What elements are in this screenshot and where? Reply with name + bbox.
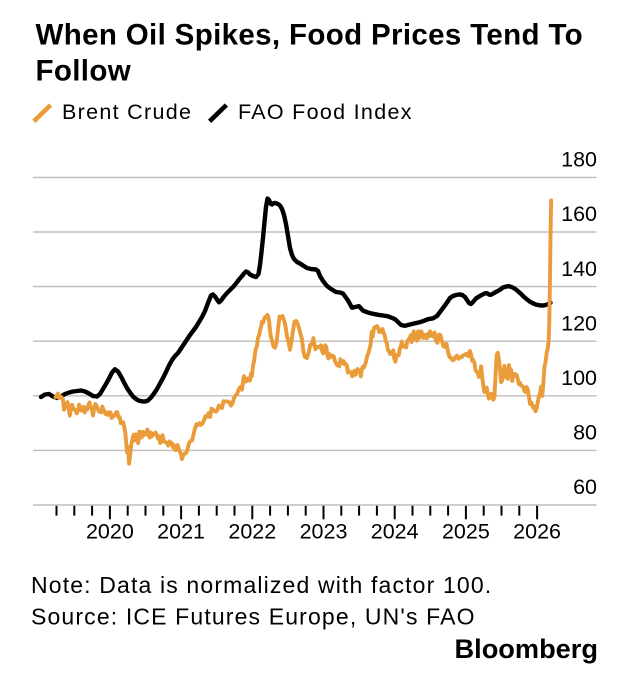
- svg-text:FAO Food Index: FAO Food Index: [238, 100, 413, 124]
- svg-text:2023: 2023: [300, 520, 348, 544]
- svg-text:2022: 2022: [228, 520, 276, 544]
- svg-text:Bloomberg: Bloomberg: [455, 633, 599, 664]
- svg-text:2024: 2024: [371, 520, 419, 544]
- svg-text:Note: Data is normalized with: Note: Data is normalized with factor 100…: [31, 572, 492, 598]
- svg-text:180: 180: [561, 148, 597, 172]
- svg-text:160: 160: [561, 202, 597, 226]
- svg-text:2026: 2026: [513, 520, 561, 544]
- svg-text:2021: 2021: [157, 520, 205, 544]
- svg-text:60: 60: [573, 475, 597, 499]
- svg-text:120: 120: [561, 311, 597, 335]
- svg-text:Source: ICE Futures Europe, UN: Source: ICE Futures Europe, UN's FAO: [31, 604, 476, 630]
- svg-text:2020: 2020: [86, 520, 134, 544]
- svg-text:80: 80: [573, 421, 597, 445]
- svg-text:100: 100: [561, 366, 597, 390]
- svg-text:2025: 2025: [442, 520, 490, 544]
- svg-text:Brent Crude: Brent Crude: [62, 100, 192, 124]
- svg-text:140: 140: [561, 257, 597, 281]
- svg-text:Follow: Follow: [36, 55, 132, 88]
- svg-text:When Oil Spikes, Food Prices T: When Oil Spikes, Food Prices Tend To: [36, 19, 584, 52]
